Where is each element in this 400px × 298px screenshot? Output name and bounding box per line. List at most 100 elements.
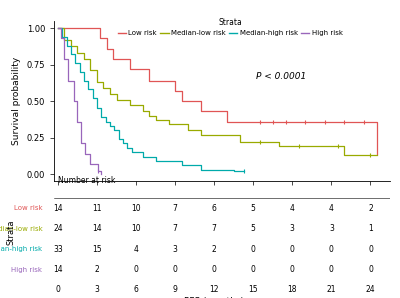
Text: 7: 7 xyxy=(212,224,217,233)
Text: 10: 10 xyxy=(131,204,141,212)
Low risk xyxy=(134,67,138,71)
Median-high risk xyxy=(242,169,246,173)
Text: 3: 3 xyxy=(173,245,178,254)
Text: 7: 7 xyxy=(173,224,178,233)
High risk xyxy=(98,172,103,176)
Text: 14: 14 xyxy=(92,224,102,233)
High risk xyxy=(88,162,93,166)
Median-low risk xyxy=(114,98,119,101)
Text: 11: 11 xyxy=(92,204,102,212)
High risk xyxy=(75,120,80,123)
Text: 15: 15 xyxy=(248,285,258,294)
Median-low risk xyxy=(186,128,190,132)
Median-high risk xyxy=(186,164,190,167)
Low risk xyxy=(199,110,204,113)
Median-high risk xyxy=(91,96,96,100)
Median-low risk xyxy=(342,153,347,157)
Median-low risk xyxy=(225,133,230,136)
Median-low risk xyxy=(82,57,86,60)
Low risk xyxy=(147,79,152,83)
High risk xyxy=(56,26,60,30)
Text: 0: 0 xyxy=(368,245,373,254)
Median-low risk xyxy=(134,104,138,107)
Median-high risk xyxy=(124,146,129,150)
Median-high risk xyxy=(153,159,158,163)
High risk xyxy=(79,142,84,145)
Median-low risk xyxy=(140,110,145,113)
Median-low risk xyxy=(329,145,334,148)
Median-high risk xyxy=(94,107,99,110)
Median-low risk xyxy=(199,133,204,136)
Text: 0: 0 xyxy=(251,245,256,254)
Text: PFS (months): PFS (months) xyxy=(184,297,244,298)
Text: 0: 0 xyxy=(290,265,295,274)
Text: 0: 0 xyxy=(329,245,334,254)
Text: 2: 2 xyxy=(212,245,216,254)
Median-low risk xyxy=(290,145,295,148)
Text: 7: 7 xyxy=(173,204,178,212)
Text: 2: 2 xyxy=(95,265,99,274)
High risk xyxy=(96,169,101,173)
Low risk xyxy=(173,89,178,93)
Text: 0: 0 xyxy=(56,285,60,294)
High risk xyxy=(62,57,67,60)
Median-high risk xyxy=(86,88,90,91)
Median-low risk xyxy=(127,104,132,107)
Low risk xyxy=(179,99,184,103)
Text: 3: 3 xyxy=(329,224,334,233)
Median-low risk xyxy=(160,118,164,122)
Text: 6: 6 xyxy=(134,285,138,294)
Text: 6: 6 xyxy=(212,204,217,212)
Median-low risk xyxy=(147,114,152,117)
High risk xyxy=(71,99,76,103)
Text: Strata: Strata xyxy=(6,220,15,245)
Text: 0: 0 xyxy=(173,265,178,274)
Text: High risk: High risk xyxy=(11,267,42,273)
Median-high risk xyxy=(82,79,86,83)
Low risk xyxy=(160,79,164,83)
Text: 5: 5 xyxy=(251,224,256,233)
Median-low risk xyxy=(277,145,282,148)
Text: 4: 4 xyxy=(134,245,138,254)
Median-high risk xyxy=(173,159,178,163)
Text: 12: 12 xyxy=(210,285,219,294)
Text: Low risk: Low risk xyxy=(14,205,42,211)
Line: Low risk: Low risk xyxy=(58,28,377,154)
Y-axis label: Survival probability: Survival probability xyxy=(12,57,21,145)
Line: Median-low risk: Median-low risk xyxy=(58,28,377,155)
Text: 0: 0 xyxy=(251,265,256,274)
Median-low risk xyxy=(212,133,216,136)
Median-high risk xyxy=(140,155,145,158)
Text: Median-low risk: Median-low risk xyxy=(0,226,42,232)
Text: 18: 18 xyxy=(288,285,297,294)
Text: 2: 2 xyxy=(368,204,373,212)
Median-low risk xyxy=(56,26,60,30)
Text: P < 0.0001: P < 0.0001 xyxy=(256,72,306,81)
Median-high risk xyxy=(166,159,171,163)
Median-low risk xyxy=(101,86,106,90)
Text: 33: 33 xyxy=(53,245,63,254)
Text: 10: 10 xyxy=(131,224,141,233)
Low risk xyxy=(105,47,110,50)
Median-high risk xyxy=(108,124,112,128)
Low risk xyxy=(225,120,230,123)
Median-high risk xyxy=(60,35,64,39)
Text: 0: 0 xyxy=(368,265,373,274)
Median-low risk xyxy=(153,118,158,122)
Text: 1: 1 xyxy=(368,224,373,233)
Median-high risk xyxy=(121,142,126,145)
Median-high risk xyxy=(199,168,204,171)
Text: 9: 9 xyxy=(173,285,178,294)
High risk xyxy=(92,162,97,166)
Text: 4: 4 xyxy=(329,204,334,212)
Median-high risk xyxy=(78,70,82,74)
Median-high risk xyxy=(112,128,116,132)
Low risk xyxy=(212,110,216,113)
Median-low risk xyxy=(94,80,99,84)
Median-low risk xyxy=(238,140,243,144)
Low risk xyxy=(251,120,256,123)
Low risk xyxy=(140,67,145,71)
Median-high risk xyxy=(179,164,184,167)
Text: 0: 0 xyxy=(329,265,334,274)
Median-high risk xyxy=(98,115,103,119)
